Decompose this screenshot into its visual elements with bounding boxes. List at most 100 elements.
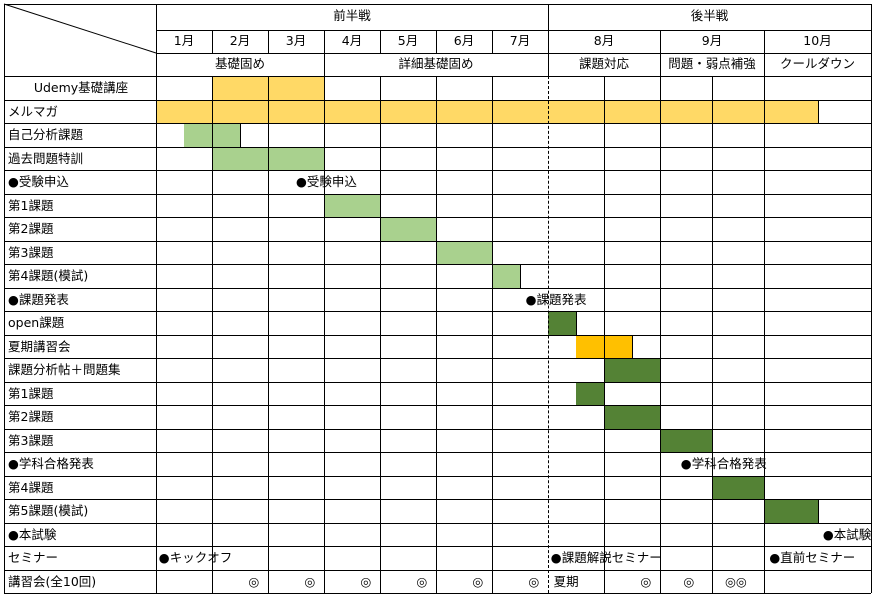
grid-vline [660,30,661,593]
schedule-bar [380,218,437,241]
month-header: 10月 [803,33,832,48]
month-header: 6月 [453,33,475,48]
row-label: ●本試験 [8,526,57,542]
grid-hline [4,194,871,195]
grid-hline [4,217,871,218]
grid-vline [764,30,765,593]
phase-header: 詳細基礎固め [398,56,474,71]
month-header: 3月 [285,33,307,48]
row-marker: ◎ [416,573,428,589]
row-label: セミナー [8,550,59,565]
schedule-bar [604,359,661,382]
row-label: 第3課題 [8,432,54,448]
grid-hline [4,147,871,148]
row-marker: ●課題発表 [525,291,587,307]
row-marker: ◎ [248,573,260,589]
grid-hline [4,4,871,5]
grid-hline [4,288,871,289]
month-header: 4月 [341,33,363,48]
month-header: 8月 [593,33,615,48]
row-marker: ◎ [640,573,652,589]
grid-vline [548,4,549,76]
row-label: 第2課題 [8,409,54,424]
row-marker: ●学科合格発表 [680,456,767,471]
grid-hline [4,123,871,124]
month-header: 9月 [701,33,723,48]
schedule-bar [712,476,765,499]
row-label: 自己分析課題 [8,127,84,142]
row-marker: ◎ [472,573,484,589]
grid-hline [4,570,871,571]
grid-hline [4,593,871,594]
row-label: ●課題発表 [8,291,69,307]
grid-vline [380,30,381,53]
grid-vline [268,30,269,53]
schedule-bar [156,100,819,123]
phase-header: 課題対応 [578,56,629,71]
schedule-bar [492,265,521,288]
row-label: ●受験申込 [8,174,69,189]
grid-hline [4,264,871,265]
grid-vline [156,4,157,593]
schedule-bar [576,382,605,405]
row-label: 第1課題 [8,197,54,213]
grid-vline [492,76,493,593]
half-divider-dashed [548,76,549,593]
schedule-bar [660,429,713,452]
row-label: 講習会(全10回) [8,573,97,589]
row-label: 第5課題(模試) [8,503,89,518]
grid-hline [4,499,871,500]
month-header: 1月 [173,33,195,48]
row-marker: 夏期 [553,573,579,589]
grid-hline [4,241,871,242]
grid-hline [4,100,871,101]
half-header: 後半戦 [690,8,729,23]
grid-vline [712,76,713,593]
row-label: 夏期講習会 [8,338,71,354]
month-header: 5月 [397,33,419,48]
row-marker: ●課題解説セミナー [550,550,662,565]
row-marker: ●受験申込 [296,174,357,189]
grid-hline [4,452,871,453]
row-marker: ◎◎ [725,573,747,589]
row-marker: ●直前セミナー [769,550,856,565]
row-label: 第2課題 [8,221,54,236]
grid-vline [436,76,437,593]
grid-vline [212,30,213,53]
grid-hline [4,429,871,430]
grid-vline [436,30,437,53]
month-header: 2月 [229,33,251,48]
schedule-bar [604,406,661,429]
row-marker: ◎ [304,573,316,589]
grid-vline [604,76,605,593]
grid-hline [156,53,871,54]
row-marker: ◎ [360,573,372,589]
grid-hline [4,523,871,524]
grid-vline [268,76,269,593]
row-label: 課題分析帖＋問題集 [8,362,121,377]
row-marker: ◎ [683,573,695,589]
schedule-bar [324,194,381,217]
row-marker: ◎ [528,573,540,589]
grid-vline [871,4,872,593]
row-label: 第4課題 [8,479,54,495]
grid-hline [4,335,871,336]
grid-hline [4,382,871,383]
grid-hline [4,311,871,312]
row-marker: ●本試験 [822,526,872,542]
grid-vline [324,30,325,593]
grid-hline [4,76,871,77]
row-label: 第3課題 [8,244,54,260]
grid-hline [4,358,871,359]
grid-vline [492,30,493,53]
schedule-bar [436,241,493,264]
schedule-bar [548,312,577,335]
grid-vline [380,76,381,593]
half-header: 前半戦 [333,8,371,23]
phase-header: 基礎固め [214,56,265,71]
month-header: 7月 [509,33,531,48]
row-label: 第1課題 [8,385,54,401]
grid-hline [4,170,871,171]
